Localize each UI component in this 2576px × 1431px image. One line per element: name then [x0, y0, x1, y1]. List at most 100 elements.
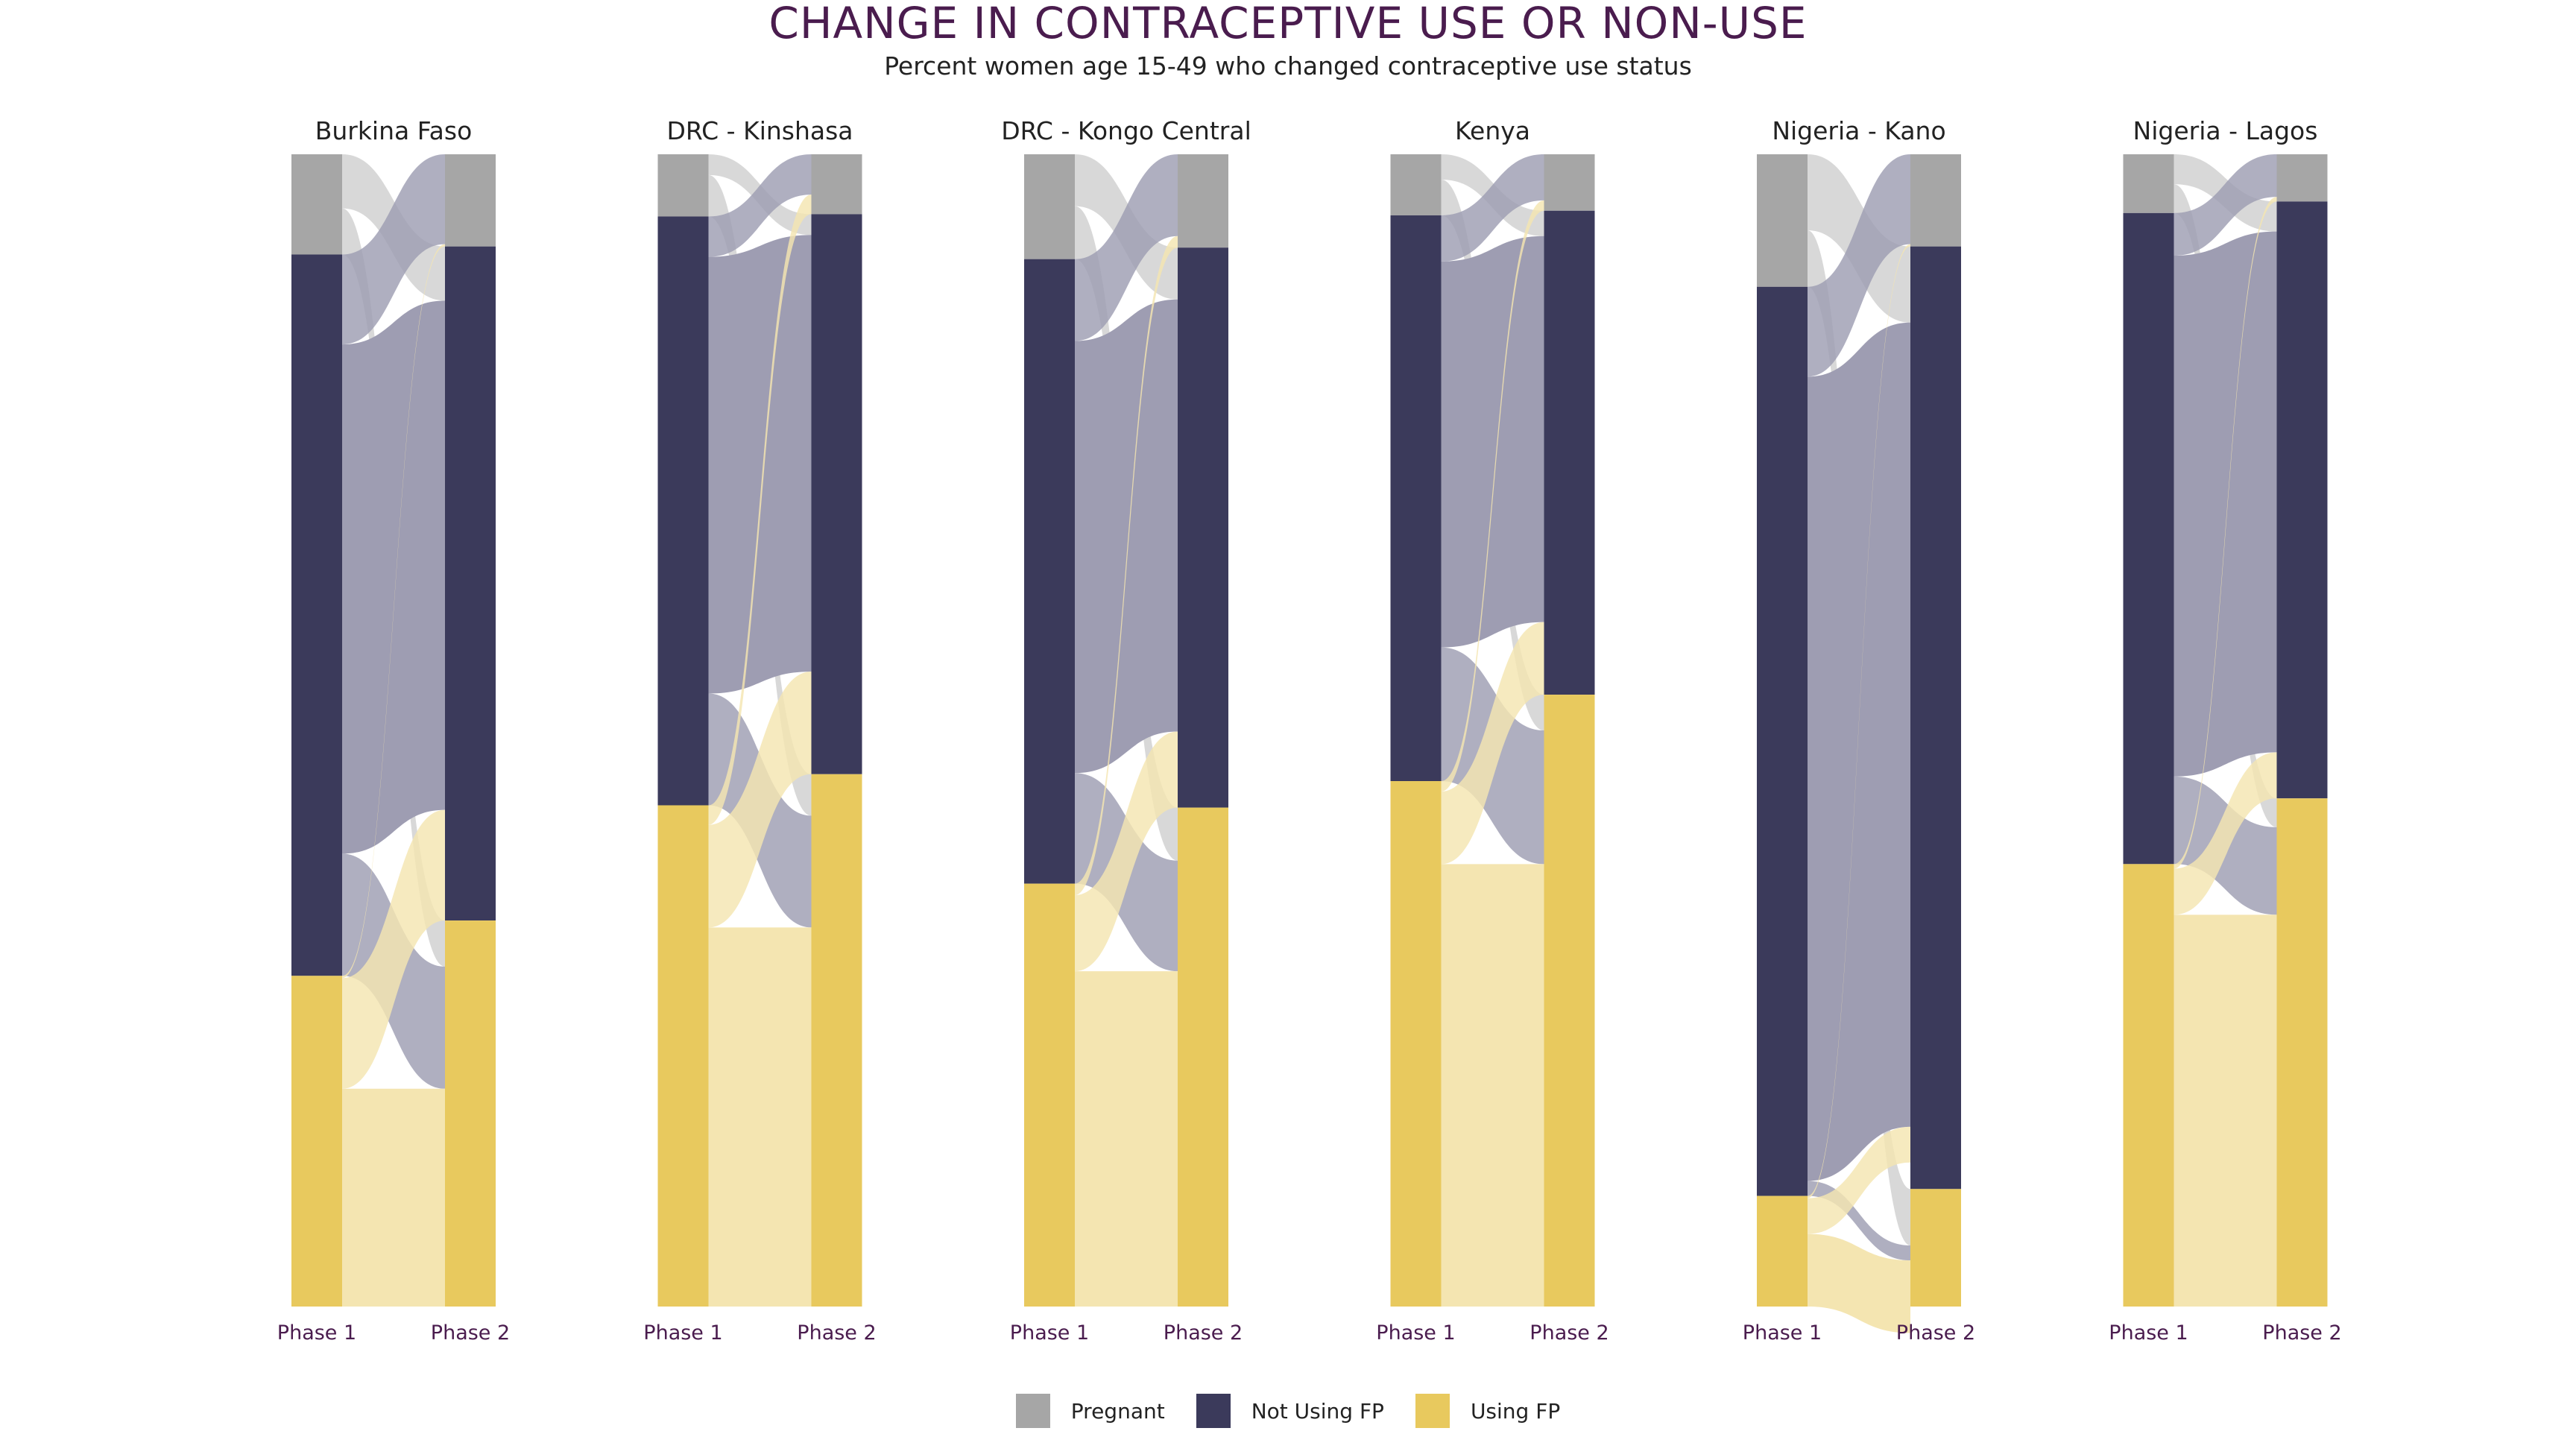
- flow-not-using-to-not-using: [1441, 236, 1544, 648]
- panel-title: Kenya: [1455, 116, 1530, 145]
- phase1-bar-using: [657, 805, 709, 1307]
- panel-title: DRC - Kongo Central: [1001, 116, 1251, 145]
- panel-drc-kongo-central: DRC - Kongo Central Phase 1 Phase 2: [1001, 116, 1251, 1345]
- legend-swatch-using: [1415, 1394, 1450, 1428]
- flow-using-to-using: [1441, 864, 1544, 1307]
- phase1-label: Phase 1: [1376, 1321, 1455, 1345]
- panel-title: Nigeria - Kano: [1772, 116, 1945, 145]
- flow-not-using-to-pregnant: [342, 154, 445, 345]
- legend-label-using: Using FP: [1470, 1398, 1561, 1424]
- legend-label-not-using: Not Using FP: [1251, 1398, 1384, 1424]
- flow-using-to-using: [1808, 1233, 1910, 1333]
- phase1-bar-not-using: [657, 216, 709, 806]
- flow-using-to-pregnant: [1808, 244, 1910, 1198]
- phase2-label: Phase 2: [797, 1321, 876, 1345]
- flow-using-to-using: [2174, 914, 2277, 1307]
- legend-item-pregnant: Pregnant: [1015, 1394, 1165, 1428]
- legend-item-not-using: Not Using FP: [1196, 1394, 1384, 1428]
- flow-using-to-using: [342, 1088, 445, 1307]
- flow-using-to-using: [708, 927, 812, 1307]
- phase1-bar-using: [1757, 1195, 1808, 1307]
- phase2-bar-pregnant: [811, 154, 862, 215]
- flow-using-to-not-using: [1075, 731, 1178, 972]
- phase2-bar-pregnant: [445, 154, 496, 247]
- flow-not-using-to-not-using: [1075, 299, 1178, 774]
- legend-item-using: Using FP: [1415, 1394, 1560, 1428]
- panel-nigeria-kano: Nigeria - Kano Phase 1 Phase 2: [1743, 116, 1975, 1345]
- phase1-label: Phase 1: [1010, 1321, 1089, 1345]
- phase2-bar-not-using: [445, 246, 496, 921]
- legend-swatch-not-using: [1196, 1394, 1231, 1428]
- phase2-bar-not-using: [1178, 247, 1228, 808]
- flow-not-using-to-pregnant: [1441, 154, 1544, 262]
- phase2-bar-using: [1178, 807, 1228, 1307]
- phase2-bar-not-using: [2276, 201, 2328, 799]
- phase2-bar-using: [2276, 798, 2328, 1307]
- phase1-bar-using: [1390, 781, 1442, 1307]
- phase1-label: Phase 1: [2109, 1321, 2188, 1345]
- flow-using-to-pregnant: [2174, 197, 2277, 869]
- flow-not-using-to-pregnant: [1075, 154, 1178, 341]
- panel-burkina-faso: Burkina Faso Phase 1 Phase 2: [277, 116, 510, 1345]
- phase1-bar-using: [1024, 883, 1075, 1307]
- flow-not-using-to-not-using: [708, 235, 812, 694]
- phase1-bar-pregnant: [2123, 154, 2174, 213]
- phase2-label: Phase 2: [2262, 1321, 2341, 1345]
- panel-kenya: Kenya Phase 1 Phase 2: [1376, 116, 1609, 1345]
- flow-not-using-to-not-using: [1808, 322, 1910, 1181]
- phase2-bar-not-using: [1910, 246, 1961, 1190]
- flow-using-to-pregnant: [1441, 200, 1544, 792]
- phase2-label: Phase 2: [1164, 1321, 1243, 1345]
- phase1-bar-not-using: [2123, 212, 2174, 865]
- flow-using-to-pregnant: [1075, 236, 1178, 896]
- phase2-bar-pregnant: [1910, 154, 1961, 247]
- phase2-bar-using: [811, 774, 862, 1307]
- phase1-bar-pregnant: [291, 154, 342, 255]
- flow-using-to-not-using: [1808, 1126, 1910, 1234]
- phase1-bar-pregnant: [1390, 154, 1442, 215]
- phase2-label: Phase 2: [1896, 1321, 1975, 1345]
- phase2-bar-not-using: [1544, 210, 1595, 695]
- phase1-bar-not-using: [291, 254, 342, 976]
- flow-not-using-to-pregnant: [1808, 154, 1910, 377]
- phase1-bar-pregnant: [1757, 154, 1808, 287]
- phase1-bar-using: [2123, 864, 2174, 1307]
- flow-not-using-to-pregnant: [2174, 154, 2277, 256]
- flow-not-using-to-not-using: [2174, 231, 2277, 777]
- panel-title: Burkina Faso: [315, 116, 473, 145]
- flow-using-to-not-using: [342, 809, 445, 1089]
- chart-subtitle: Percent women age 15-49 who changed cont…: [884, 51, 1692, 80]
- flow-not-using-to-not-using: [342, 300, 445, 854]
- phase1-bar-using: [291, 976, 342, 1307]
- phase1-bar-not-using: [1024, 259, 1075, 884]
- phase2-bar-using: [1544, 695, 1595, 1307]
- panel-title: DRC - Kinshasa: [666, 116, 853, 145]
- flow-not-using-to-pregnant: [708, 154, 812, 257]
- phase1-bar-pregnant: [1024, 154, 1075, 259]
- flow-using-to-pregnant: [708, 195, 812, 825]
- flow-using-to-not-using: [2174, 752, 2277, 915]
- panel-drc-kinshasa: DRC - Kinshasa Phase 1 Phase 2: [643, 116, 876, 1345]
- flow-using-to-using: [1075, 971, 1178, 1307]
- flow-using-to-not-using: [1441, 622, 1544, 865]
- chart-title: CHANGE IN CONTRACEPTIVE USE OR NON-USE: [768, 0, 1808, 48]
- phase1-bar-not-using: [1757, 286, 1808, 1196]
- flow-using-to-not-using: [708, 672, 812, 928]
- phase2-label: Phase 2: [431, 1321, 510, 1345]
- phase1-label: Phase 1: [277, 1321, 356, 1345]
- phase2-bar-using: [445, 920, 496, 1307]
- legend: Pregnant Not Using FP Using FP: [0, 1392, 2576, 1430]
- phase1-label: Phase 1: [1743, 1321, 1822, 1345]
- flow-using-to-pregnant: [342, 244, 445, 979]
- panel-title: Nigeria - Lagos: [2133, 116, 2318, 145]
- legend-swatch-pregnant: [1015, 1394, 1050, 1428]
- phase2-bar-pregnant: [1178, 154, 1228, 248]
- phase1-label: Phase 1: [643, 1321, 722, 1345]
- phase2-bar-using: [1910, 1189, 1961, 1307]
- phase1-bar-not-using: [1390, 215, 1442, 782]
- phase2-bar-not-using: [811, 214, 862, 774]
- phase1-bar-pregnant: [657, 154, 709, 217]
- panel-nigeria-lagos: Nigeria - Lagos Phase 1 Phase 2: [2109, 116, 2341, 1345]
- phase2-bar-pregnant: [2276, 154, 2328, 202]
